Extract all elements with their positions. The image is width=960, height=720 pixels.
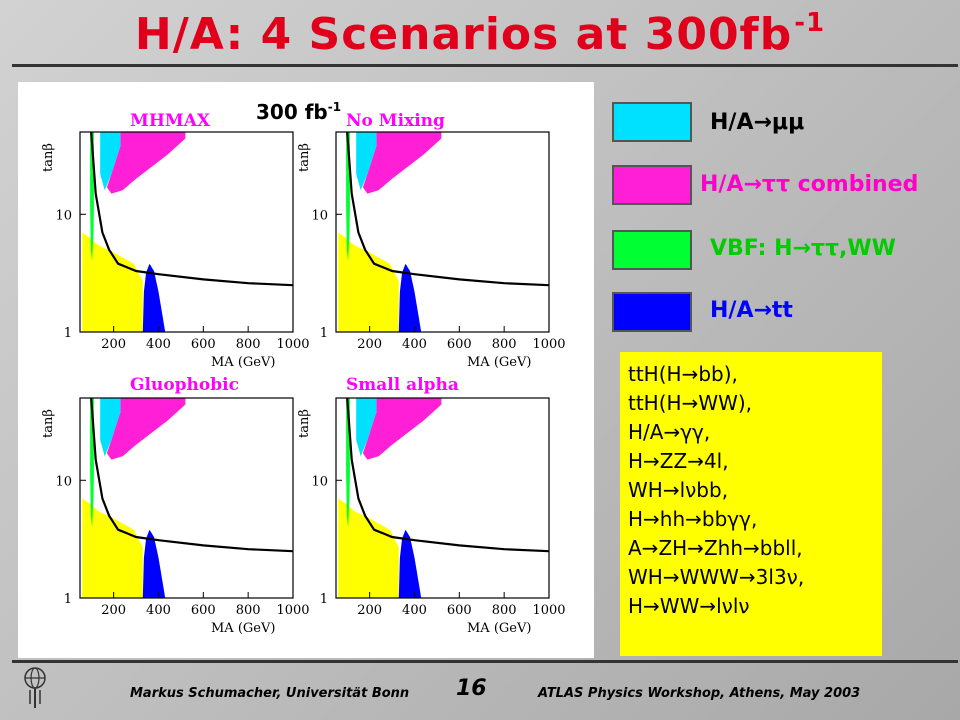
region-yellow <box>82 498 143 598</box>
y-axis-label: tanβ <box>297 143 312 172</box>
scenario-title: MHMAX <box>130 111 211 131</box>
x-tick-label: 1000 <box>276 603 309 618</box>
y-axis-label: tanβ <box>41 143 56 172</box>
footer-event: ATLAS Physics Workshop, Athens, May 2003 <box>538 686 861 701</box>
region-yellow <box>82 232 143 332</box>
legend-label-vbf: VBF: H→ττ,WW <box>710 236 896 261</box>
contour-line <box>346 131 550 287</box>
region-tt <box>142 529 166 598</box>
x-tick-label: 1000 <box>532 337 565 352</box>
x-tick-label: 800 <box>236 603 261 618</box>
other-channels-box: ttH(H→bb), ttH(H→WW), H/A→γγ, H→ZZ→4l, W… <box>620 352 882 656</box>
slide-title-superscript: -1 <box>794 8 826 38</box>
region-mumu <box>100 132 121 191</box>
other-channel-item: WH→lνbb, <box>628 478 729 502</box>
scenario-title: Small alpha <box>346 375 459 395</box>
region-tt <box>142 263 166 332</box>
y-tick-label: 10 <box>55 208 72 223</box>
x-tick-label: 800 <box>492 337 517 352</box>
scenario-plots-panel: MHMAX 200 400 600 800 1000 1 10 MA (GeV) tanβ No M… <box>18 82 594 658</box>
legend-label-tautau: H/A→ττ combined <box>700 172 919 197</box>
x-tick-label: 600 <box>447 603 472 618</box>
other-channel-item: WH→WWW→3l3ν, <box>628 565 805 589</box>
x-axis-label: MA (GeV) <box>211 355 275 370</box>
plot-frame <box>335 131 550 333</box>
contour-line <box>90 397 294 553</box>
x-axis-label: MA (GeV) <box>467 355 531 370</box>
other-channel-item: A→ZH→Zhh→bbll, <box>628 536 803 560</box>
plot-frame <box>79 397 294 599</box>
region-mumu <box>100 398 121 457</box>
legend-swatch-mumu <box>612 102 692 142</box>
scenario-title: No Mixing <box>346 111 445 131</box>
x-tick-label: 200 <box>357 337 382 352</box>
scenario-title: Gluophobic <box>130 375 239 395</box>
other-channel-item: H/A→γγ, <box>628 420 711 444</box>
luminosity-superscript: -1 <box>327 100 342 114</box>
scenario-plots-svg: MHMAX 200 400 600 800 1000 1 10 MA (GeV) tanβ No M… <box>41 111 566 636</box>
x-tick-label: 400 <box>402 337 427 352</box>
region-mumu <box>356 132 377 191</box>
region-tautau <box>362 398 442 460</box>
footer-author: Markus Schumacher, Universität Bonn <box>130 686 410 701</box>
x-axis-label: MA (GeV) <box>467 621 531 636</box>
region-tt <box>398 263 422 332</box>
x-tick-label: 1000 <box>276 337 309 352</box>
x-tick-label: 1000 <box>532 603 565 618</box>
legend-label-mumu: H/A→μμ <box>710 110 805 135</box>
x-tick-label: 800 <box>236 337 261 352</box>
slide-title: H/A: 4 Scenarios at 300fb-1 <box>0 8 960 60</box>
legend-swatch-tt <box>612 292 692 332</box>
x-tick-label: 200 <box>357 603 382 618</box>
legend-swatch-tautau <box>612 165 692 205</box>
contour-line <box>346 397 550 553</box>
y-axis-label: tanβ <box>41 409 56 438</box>
region-mumu <box>356 398 377 457</box>
x-tick-label: 400 <box>146 337 171 352</box>
luminosity-text: 300 fb <box>256 100 328 124</box>
atlas-logo-icon <box>24 667 46 708</box>
x-tick-label: 800 <box>492 603 517 618</box>
x-axis-label: MA (GeV) <box>211 621 275 636</box>
legend-swatch-vbf <box>612 230 692 270</box>
slide-title-text: H/A: 4 Scenarios at 300fb <box>134 9 793 60</box>
y-tick-label: 10 <box>55 474 72 489</box>
contour-line <box>90 131 294 287</box>
y-tick-label: 1 <box>320 326 328 341</box>
y-tick-label: 1 <box>320 592 328 607</box>
other-channel-item: H→hh→bbγγ, <box>628 507 758 531</box>
legend-label-tt: H/A→tt <box>710 298 793 323</box>
x-tick-label: 200 <box>101 603 126 618</box>
region-yellow <box>338 232 399 332</box>
plot-frame <box>79 131 294 333</box>
region-tautau <box>106 132 186 194</box>
y-tick-label: 1 <box>64 592 72 607</box>
y-tick-label: 1 <box>64 326 72 341</box>
x-tick-label: 600 <box>191 337 216 352</box>
x-tick-label: 600 <box>191 603 216 618</box>
region-tt <box>398 529 422 598</box>
region-tautau <box>106 398 186 460</box>
other-channel-item: H→WW→lνlν <box>628 594 750 618</box>
y-tick-label: 10 <box>311 208 328 223</box>
luminosity-label: 300 fb-1 <box>256 100 341 124</box>
region-yellow <box>338 498 399 598</box>
other-channel-item: ttH(H→WW), <box>628 391 753 415</box>
bottom-divider <box>12 660 958 663</box>
page-number: 16 <box>456 676 487 701</box>
y-tick-label: 10 <box>311 474 328 489</box>
x-tick-label: 200 <box>101 337 126 352</box>
other-channel-item: ttH(H→bb), <box>628 362 738 386</box>
x-tick-label: 400 <box>146 603 171 618</box>
other-channel-item: H→ZZ→4l, <box>628 449 729 473</box>
y-axis-label: tanβ <box>297 409 312 438</box>
top-divider <box>12 64 958 67</box>
x-tick-label: 400 <box>402 603 427 618</box>
x-tick-label: 600 <box>447 337 472 352</box>
plot-frame <box>335 397 550 599</box>
region-tautau <box>362 132 442 194</box>
